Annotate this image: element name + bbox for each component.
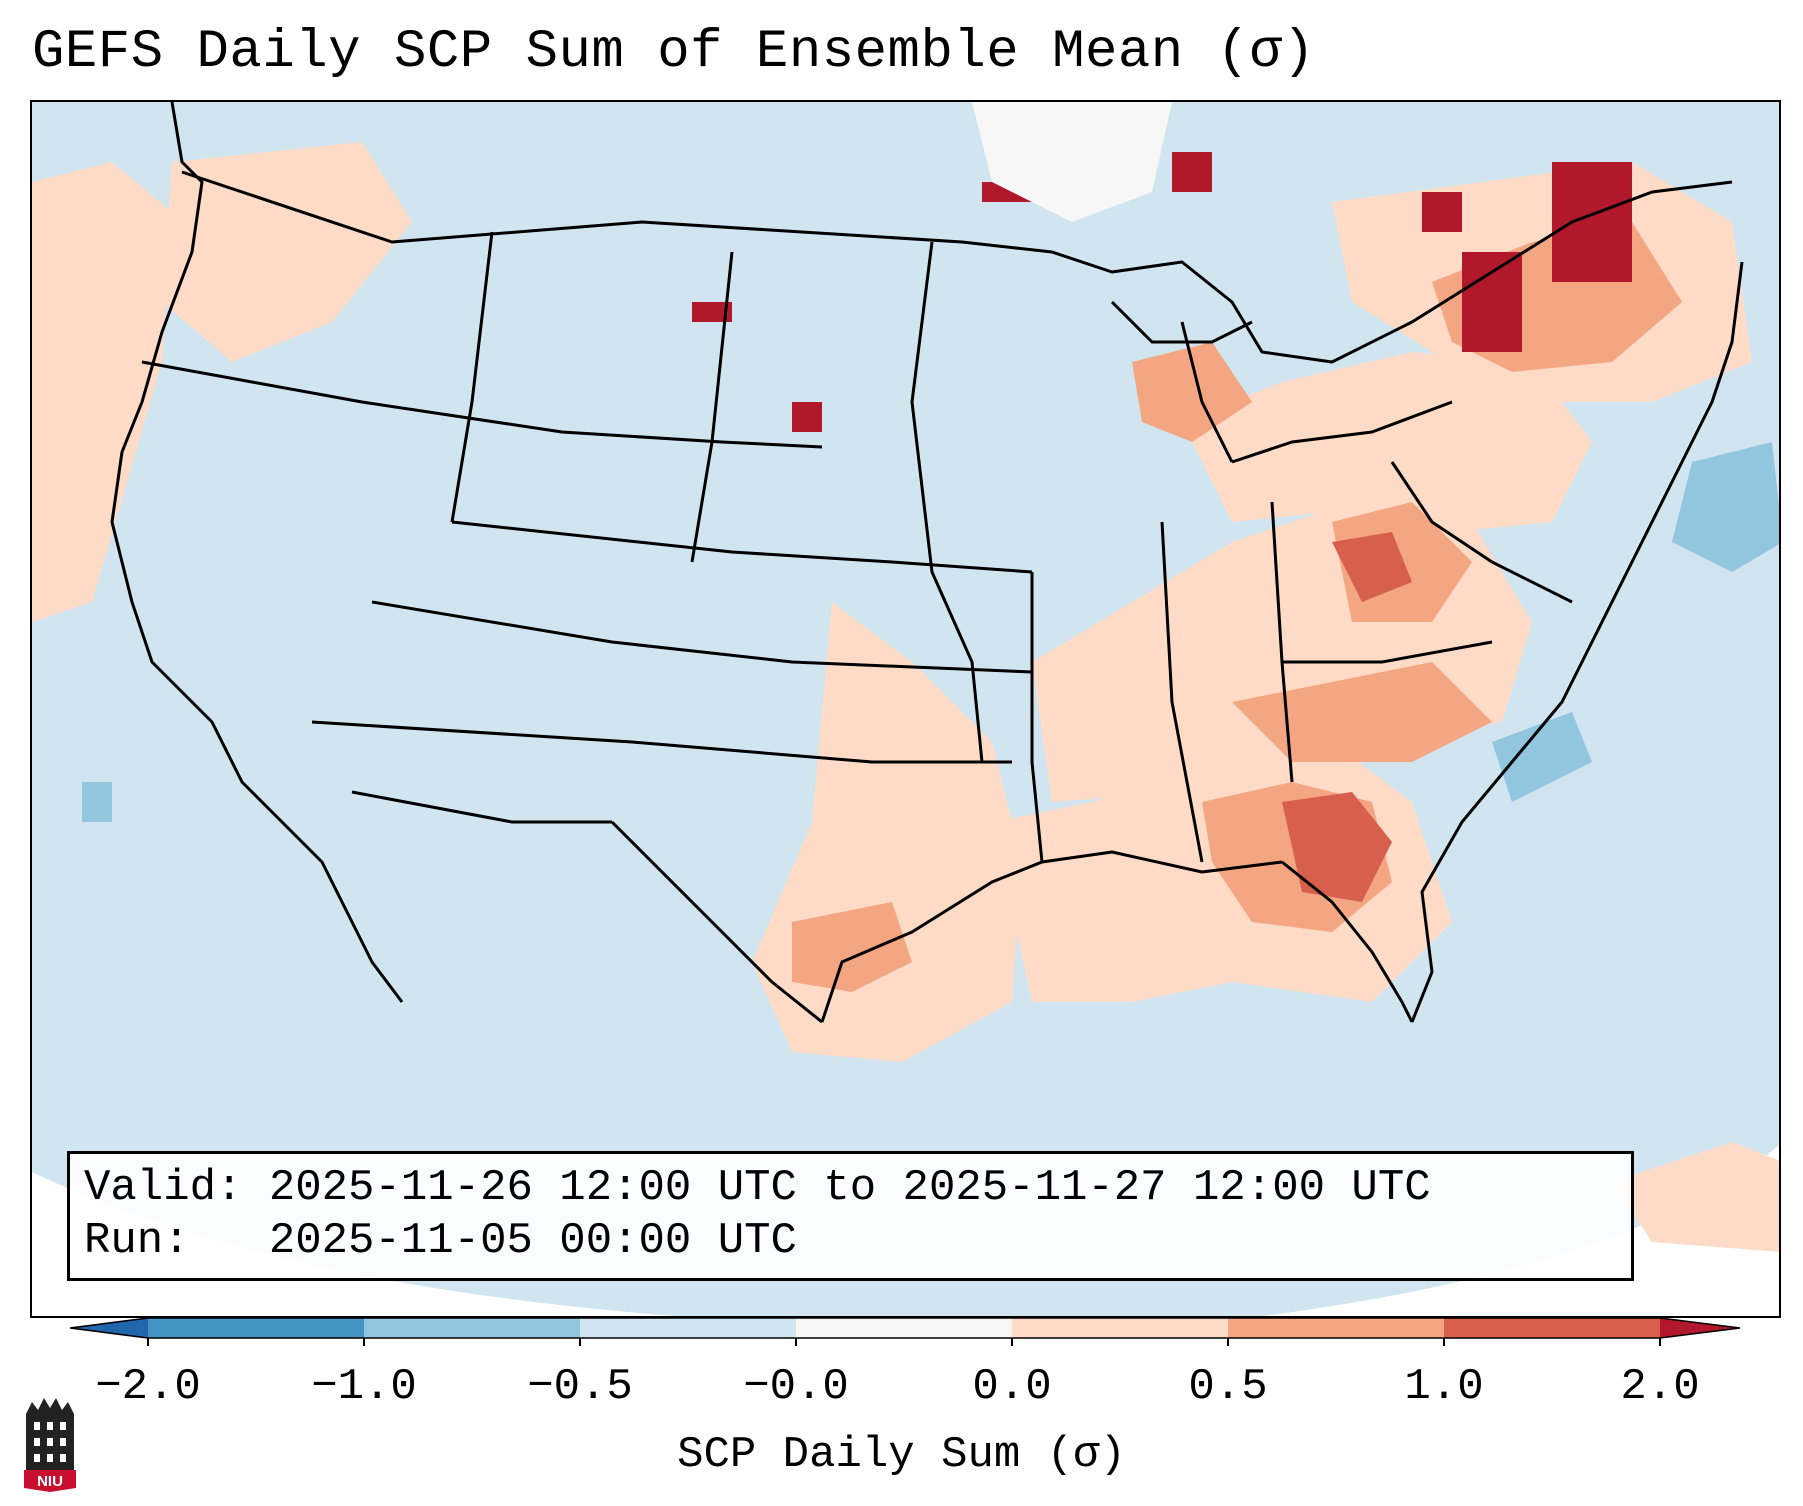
state-line-south-central — [371, 600, 1033, 674]
field-cell-maine — [1552, 162, 1632, 282]
colorbar-tick-label: 1.0 — [1404, 1362, 1484, 1412]
field-georgia — [1282, 792, 1392, 902]
state-line-dakotas — [690, 251, 734, 563]
colorbar-extend-low — [70, 1318, 148, 1338]
colorbar-bin-1 — [148, 1318, 364, 1338]
colorbar-bin-7 — [1444, 1318, 1660, 1338]
run-value: 2025-11-05 00:00 UTC — [268, 1216, 797, 1266]
colorbar-tick-label: 0.0 — [972, 1362, 1052, 1412]
colorbar-bin-4 — [796, 1318, 1012, 1338]
colorbar-bin-2 — [364, 1318, 580, 1338]
state-line-central — [451, 520, 1033, 574]
state-line-virginia — [1390, 461, 1573, 604]
colorbar-tick-label: −0.0 — [743, 1362, 849, 1412]
field-west-texas — [792, 902, 912, 992]
colorbar-tick-label: −2.0 — [95, 1362, 201, 1412]
colorbar-bin-3 — [580, 1318, 796, 1338]
field-michigan — [1132, 342, 1252, 442]
colorbar-tick-label: −0.5 — [527, 1362, 633, 1412]
colorbar-extend-high — [1660, 1318, 1740, 1338]
logo-banner — [24, 1470, 76, 1492]
state-line-alabama — [1160, 521, 1204, 863]
gulf-coastline — [820, 850, 1283, 1023]
atlantic-coastline — [1410, 261, 1744, 1023]
florida-west — [1281, 860, 1414, 1023]
field-cell-ontario-3 — [1422, 192, 1462, 232]
state-line-north — [141, 360, 823, 449]
valid-row: Valid: 2025-11-26 12:00 UTC to 2025-11-2… — [84, 1162, 1617, 1215]
boundaries — [110, 102, 1744, 1024]
field-wv — [1332, 532, 1412, 602]
run-label: Run: — [84, 1216, 190, 1266]
field-great-lakes — [1182, 352, 1592, 532]
lake-michigan — [1180, 321, 1234, 463]
lake-superior — [1110, 300, 1253, 344]
colorbar — [70, 1317, 1741, 1346]
colorbar-bin-6 — [1228, 1318, 1444, 1338]
field-atlantic-2 — [1492, 712, 1592, 802]
field-atlantic-1 — [1672, 442, 1779, 572]
state-line-nc — [1282, 640, 1493, 664]
colorbar-label: SCP Daily Sum (σ) — [677, 1430, 1126, 1480]
domain-corner-right — [1263, 1145, 1779, 1316]
colorbar-tick-label: −1.0 — [311, 1362, 417, 1412]
field-pacific-nw — [162, 142, 412, 362]
run-row: Run: 2025-11-05 00:00 UTC — [84, 1215, 1617, 1268]
field-cell-nebraska — [792, 402, 822, 432]
field-caribbean — [1612, 1142, 1779, 1252]
field-cell-quebec — [1462, 252, 1522, 352]
colorbar-bin-5 — [1012, 1318, 1228, 1338]
state-line-arkansas — [1030, 572, 1044, 863]
pacific-coastline — [110, 102, 404, 1003]
logo-tower-icon — [26, 1398, 74, 1470]
chart-title: GEFS Daily SCP Sum of Ensemble Mean (σ) — [32, 22, 1316, 83]
valid-value: 2025-11-26 12:00 UTC to 2025-11-27 12:00… — [268, 1163, 1431, 1213]
niu-logo: NIU — [24, 1398, 76, 1492]
validity-info-box: Valid: 2025-11-26 12:00 UTC to 2025-11-2… — [67, 1151, 1634, 1281]
valid-label: Valid: — [84, 1163, 243, 1213]
colorbar-tick-label: 0.5 — [1188, 1362, 1268, 1412]
anomaly-field-negative — [82, 442, 1779, 822]
mexico-border-west — [351, 790, 612, 824]
state-line-southwest — [311, 720, 1012, 764]
colorbar-ticks — [147, 1338, 1661, 1346]
mexico-border-texas — [610, 820, 823, 1024]
field-tennessee — [1232, 662, 1492, 762]
state-line-mississippi — [910, 241, 984, 763]
field-cell-montana — [692, 302, 732, 322]
map-panel — [30, 100, 1781, 1318]
map-graphic — [32, 102, 1779, 1316]
field-west-coast — [32, 162, 172, 622]
lake-erie-ontario — [1231, 400, 1453, 464]
anomaly-field-high-positive — [1282, 532, 1412, 902]
canada-border-east — [1051, 180, 1733, 364]
field-pacific-neg — [82, 782, 112, 822]
field-cell-ontario-1 — [1172, 152, 1212, 192]
logo-text: NIU — [37, 1473, 63, 1490]
state-line-idaho-montana — [450, 231, 494, 523]
field-near-zero — [972, 102, 1172, 222]
colorbar-tick-label: 2.0 — [1620, 1362, 1700, 1412]
canada-border-west — [181, 170, 1053, 254]
